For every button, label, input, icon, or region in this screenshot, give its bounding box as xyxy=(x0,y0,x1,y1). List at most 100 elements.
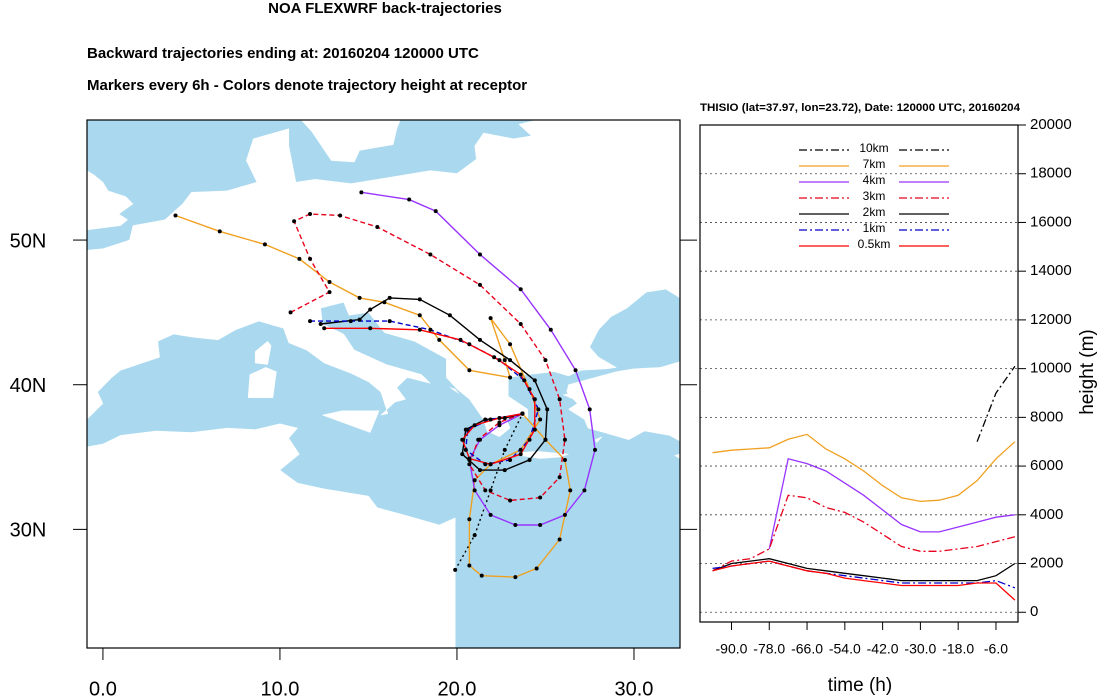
trajectory-marker xyxy=(557,475,562,480)
trajectory-marker xyxy=(497,358,502,363)
x-tick-label: 20.0 xyxy=(437,678,476,700)
map-subtitle: Backward trajectories ending at: 2016020… xyxy=(87,45,479,62)
trajectory-marker xyxy=(375,225,380,230)
land xyxy=(87,423,456,648)
y-tick-label: 8000 xyxy=(1030,408,1063,425)
trajectory-marker xyxy=(477,282,482,287)
y-tick-label: 50N xyxy=(10,230,47,252)
x-tick-label: -42.0 xyxy=(867,641,899,657)
x-tick-label: 0.0 xyxy=(89,678,117,700)
trajectory-marker xyxy=(488,512,493,517)
trajectory-marker xyxy=(437,337,442,342)
trajectory-marker xyxy=(538,523,543,528)
trajectory-marker xyxy=(562,512,567,517)
trajectory-marker xyxy=(472,533,477,538)
trajectory-marker xyxy=(483,417,488,422)
y-tick-label: 30N xyxy=(10,520,47,542)
map-subtitle: Markers every 6h - Colors denote traject… xyxy=(87,77,527,94)
trajectory-marker xyxy=(548,327,553,332)
trajectory-marker xyxy=(467,517,472,522)
trajectory-marker xyxy=(532,378,537,383)
trajectory-marker xyxy=(508,358,513,363)
trajectory-marker xyxy=(217,229,222,234)
trajectory-marker xyxy=(545,407,550,412)
trajectory-marker xyxy=(520,411,525,416)
plot-frame xyxy=(699,124,1019,623)
trajectory-marker xyxy=(497,415,502,420)
trajectory-marker xyxy=(562,457,567,462)
trajectory xyxy=(454,413,524,571)
trajectory-marker xyxy=(417,313,422,318)
legend-label: 1km xyxy=(863,221,886,235)
legend-label: 2km xyxy=(863,205,886,219)
trajectory-marker xyxy=(288,310,293,315)
trajectory-marker xyxy=(483,462,488,467)
trajectory-marker xyxy=(338,213,343,218)
y-axis-label: height (m) xyxy=(1077,329,1098,415)
trajectory-marker xyxy=(479,573,484,578)
trajectory-marker xyxy=(308,319,313,324)
trajectory-marker xyxy=(467,563,472,568)
trajectory-marker xyxy=(467,342,472,347)
trajectory-marker xyxy=(308,212,313,217)
trajectory-marker xyxy=(476,437,481,442)
trajectory-marker xyxy=(327,290,332,295)
trajectory-marker xyxy=(292,219,297,224)
trajectory-marker xyxy=(573,368,578,373)
trajectory-marker xyxy=(483,488,488,493)
trajectory-marker xyxy=(534,566,539,571)
trajectory-marker xyxy=(447,313,452,318)
trajectory-marker xyxy=(543,437,548,442)
trajectory-marker xyxy=(359,190,364,195)
x-tick-label: -6.0 xyxy=(984,641,1008,657)
x-tick-label: 30.0 xyxy=(615,678,654,700)
trajectory-marker xyxy=(532,427,537,432)
trajectory-marker xyxy=(518,321,523,326)
trajectory-marker xyxy=(407,197,412,202)
trajectory-marker xyxy=(387,295,392,300)
trajectory-marker xyxy=(538,495,543,500)
y-tick-label: 6000 xyxy=(1030,457,1063,474)
plot-layer xyxy=(712,365,1016,601)
map-frame xyxy=(86,119,681,649)
trajectory-marker xyxy=(322,326,327,331)
trajectory-marker xyxy=(262,242,267,247)
x-tick-label: -54.0 xyxy=(829,641,861,657)
land xyxy=(449,387,459,394)
x-tick-label: -30.0 xyxy=(904,641,936,657)
trajectory-marker xyxy=(368,307,373,312)
trajectory-marker xyxy=(508,498,513,503)
trajectory-marker xyxy=(568,488,573,493)
trajectory-marker xyxy=(472,488,477,493)
series-line xyxy=(976,365,1016,442)
trajectory-marker xyxy=(357,317,362,322)
trajectory-marker xyxy=(543,358,548,363)
trajectory-marker xyxy=(477,337,482,342)
land xyxy=(566,361,680,442)
x-tick-label: -78.0 xyxy=(753,641,785,657)
trajectory-marker xyxy=(357,295,362,300)
map-title: NOA FLEXWRF back-trajectories xyxy=(268,0,502,17)
trajectory-marker xyxy=(382,300,387,305)
land xyxy=(300,120,401,163)
trajectory-marker xyxy=(467,456,472,461)
trajectory-marker xyxy=(502,447,507,452)
trajectory-marker xyxy=(417,327,422,332)
land xyxy=(562,393,575,400)
series-line xyxy=(712,558,1016,582)
trajectory-marker xyxy=(173,213,178,218)
series-line xyxy=(712,494,1016,572)
trajectory-marker xyxy=(513,575,518,580)
trajectory-marker xyxy=(513,523,518,528)
x-axis-label: time (h) xyxy=(828,675,892,696)
land xyxy=(87,120,680,438)
trajectory-marker xyxy=(502,358,507,363)
legend-label: 0.5km xyxy=(858,237,891,251)
trajectory-marker xyxy=(318,321,323,326)
y-tick-label: 16000 xyxy=(1030,213,1072,230)
x-tick-label: -90.0 xyxy=(716,641,748,657)
trajectory-marker xyxy=(348,319,353,324)
y-tick-label: 18000 xyxy=(1030,165,1072,182)
series-line xyxy=(768,458,1015,550)
trajectory-marker xyxy=(463,447,468,452)
